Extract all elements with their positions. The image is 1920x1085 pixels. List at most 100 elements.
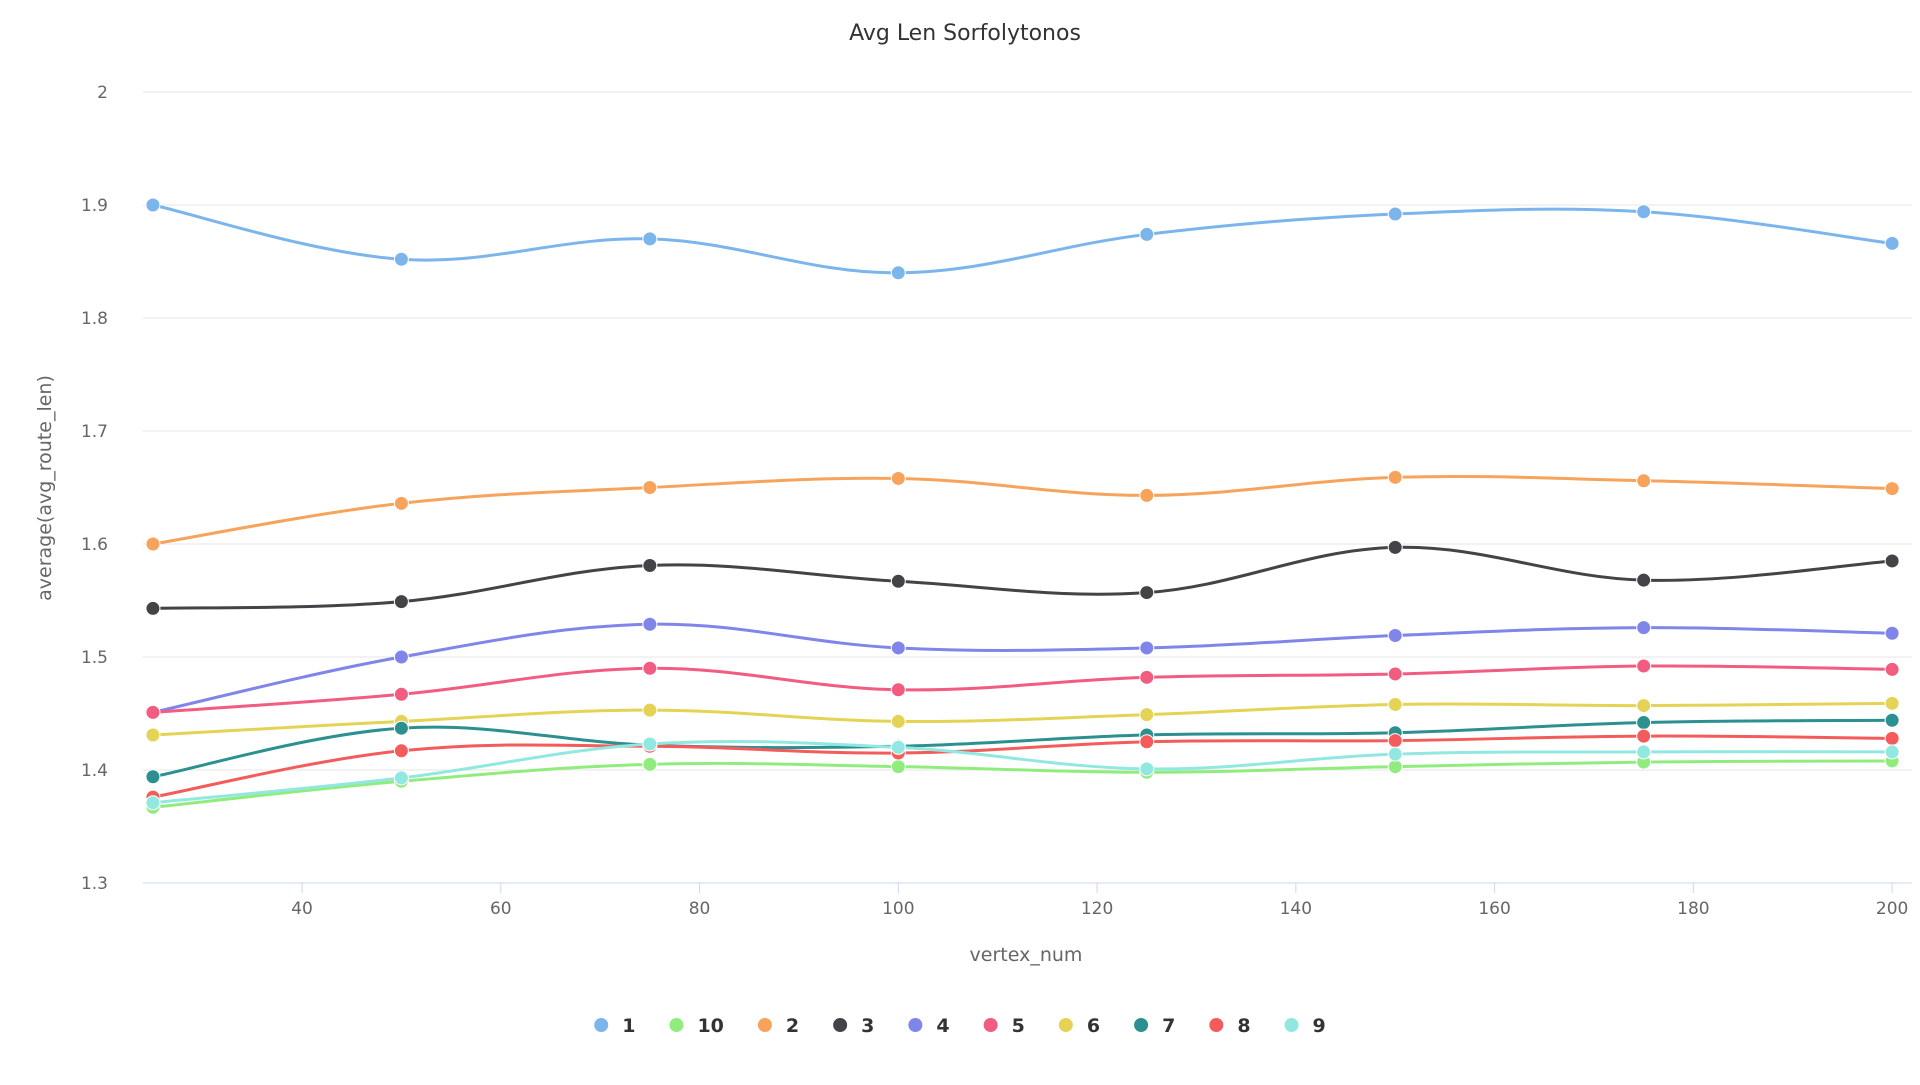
data-point[interactable] <box>1636 204 1652 220</box>
data-point[interactable] <box>1884 235 1900 251</box>
data-point[interactable] <box>393 251 409 267</box>
data-point[interactable] <box>1139 487 1155 503</box>
data-point[interactable] <box>642 231 658 247</box>
data-point[interactable] <box>1139 707 1155 723</box>
legend-item-4[interactable]: 4 <box>908 1015 950 1037</box>
data-point[interactable] <box>145 704 161 720</box>
data-point[interactable] <box>393 743 409 759</box>
series-line <box>152 474 1893 546</box>
data-point[interactable] <box>890 682 906 698</box>
data-point[interactable] <box>642 736 658 752</box>
data-point[interactable] <box>145 536 161 552</box>
data-point[interactable] <box>1387 759 1403 775</box>
data-point[interactable] <box>145 197 161 213</box>
data-point[interactable] <box>393 495 409 511</box>
data-point[interactable] <box>145 600 161 616</box>
data-point[interactable] <box>1636 698 1652 714</box>
data-point[interactable] <box>1884 730 1900 746</box>
legend-item-5[interactable]: 5 <box>983 1015 1025 1037</box>
data-point[interactable] <box>393 720 409 736</box>
data-point[interactable] <box>890 759 906 775</box>
data-point[interactable] <box>642 702 658 718</box>
legend-label: 3 <box>861 1015 874 1037</box>
legend-item-6[interactable]: 6 <box>1058 1015 1100 1037</box>
data-point[interactable] <box>1636 620 1652 636</box>
data-point[interactable] <box>642 480 658 495</box>
data-point[interactable] <box>1387 628 1403 644</box>
data-point[interactable] <box>1884 712 1900 728</box>
data-point[interactable] <box>1636 572 1652 588</box>
series-line <box>152 545 1893 610</box>
data-point[interactable] <box>1636 728 1652 744</box>
data-point[interactable] <box>642 756 658 772</box>
data-point[interactable] <box>642 557 658 573</box>
y-tick-label: 1.3 <box>81 874 108 894</box>
legend-item-2[interactable]: 2 <box>757 1015 799 1037</box>
data-point[interactable] <box>145 795 161 811</box>
data-point[interactable] <box>1139 640 1155 656</box>
data-point[interactable] <box>1884 481 1900 497</box>
series-10 <box>145 753 1900 815</box>
data-point[interactable] <box>393 686 409 702</box>
data-point[interactable] <box>1636 715 1652 731</box>
data-point[interactable] <box>145 769 161 785</box>
legend-marker <box>594 1018 609 1032</box>
data-point[interactable] <box>1636 658 1652 674</box>
data-point[interactable] <box>1387 746 1403 762</box>
data-point[interactable] <box>1884 625 1900 641</box>
data-point[interactable] <box>890 265 906 281</box>
data-point[interactable] <box>1884 695 1900 711</box>
chart-title: Avg Len Sorfolytonos <box>849 21 1081 46</box>
legend-item-1[interactable]: 1 <box>594 1015 635 1037</box>
legend-label: 4 <box>936 1015 949 1037</box>
data-point[interactable] <box>393 594 409 610</box>
series-6 <box>145 695 1900 743</box>
data-point[interactable] <box>642 616 658 632</box>
data-point[interactable] <box>890 739 906 755</box>
data-point[interactable] <box>1139 669 1155 685</box>
data-point[interactable] <box>1139 761 1155 777</box>
series-9 <box>145 736 1900 811</box>
legend-item-3[interactable]: 3 <box>833 1015 874 1037</box>
data-point[interactable] <box>890 640 906 656</box>
data-point[interactable] <box>642 660 658 676</box>
data-point[interactable] <box>1884 744 1900 760</box>
legend-item-7[interactable]: 7 <box>1134 1015 1175 1037</box>
data-point[interactable] <box>393 770 409 786</box>
legend-marker <box>833 1018 848 1032</box>
data-point[interactable] <box>145 727 161 743</box>
data-point[interactable] <box>1636 473 1652 489</box>
y-tick-label: 1.5 <box>81 648 108 668</box>
series-4 <box>145 616 1900 720</box>
legend-item-10[interactable]: 10 <box>669 1015 724 1037</box>
data-point[interactable] <box>1387 666 1403 682</box>
data-point[interactable] <box>1884 553 1900 569</box>
data-point[interactable] <box>1884 661 1900 677</box>
x-tick-label: 140 <box>1280 899 1312 919</box>
series-line <box>152 622 1893 714</box>
y-tick-label: 1.7 <box>81 422 108 442</box>
data-point[interactable] <box>890 573 906 589</box>
legend-marker <box>757 1018 772 1032</box>
data-point[interactable] <box>393 649 409 665</box>
data-point[interactable] <box>1387 696 1403 712</box>
data-point[interactable] <box>1636 744 1652 760</box>
data-point[interactable] <box>1387 539 1403 555</box>
data-point[interactable] <box>1139 734 1155 750</box>
legend-item-9[interactable]: 9 <box>1284 1015 1326 1037</box>
legend-marker <box>1134 1018 1149 1032</box>
series-2 <box>145 469 1900 552</box>
data-point[interactable] <box>890 713 906 729</box>
x-axis-title: vertex_num <box>970 944 1083 966</box>
data-point[interactable] <box>1387 469 1403 485</box>
legend-item-8[interactable]: 8 <box>1209 1015 1251 1037</box>
data-point[interactable] <box>1387 733 1403 749</box>
data-point[interactable] <box>1139 226 1155 242</box>
legend-marker <box>1284 1018 1299 1032</box>
series-line <box>152 759 1893 809</box>
y-tick-label: 1.6 <box>81 535 108 555</box>
data-point[interactable] <box>1387 206 1403 222</box>
legend-label: 7 <box>1162 1015 1175 1037</box>
data-point[interactable] <box>1139 585 1155 601</box>
data-point[interactable] <box>890 470 906 486</box>
